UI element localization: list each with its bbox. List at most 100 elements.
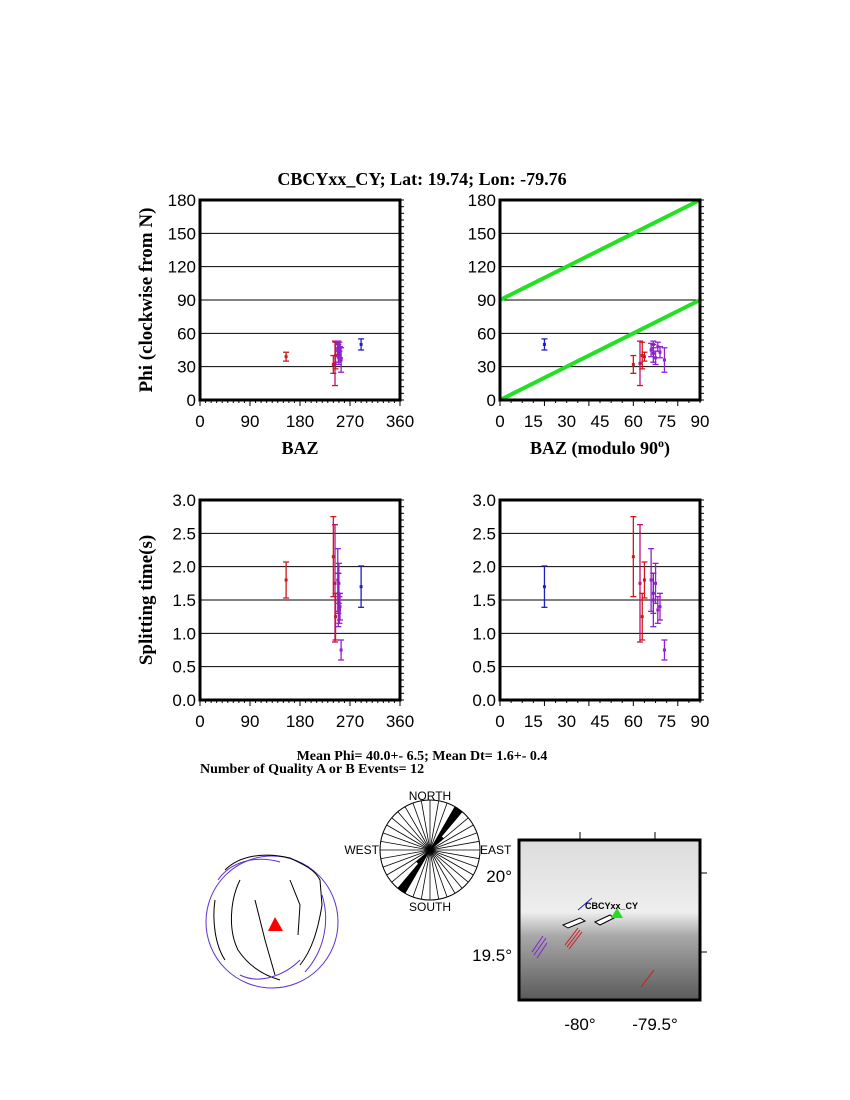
rose-spoke (429, 849, 474, 876)
rose-spoke (429, 849, 456, 894)
y-axis-label: Phi (clockwise from N) (136, 208, 157, 393)
x-tick-label: 360 (386, 712, 414, 731)
rose-spoke (429, 849, 478, 868)
y-tick-label: 0.5 (472, 658, 496, 677)
panel-dt-baz-mod90: 0.0 0.5 1.0 1.5 2.0 2.5 3.0 0 15 30 45 60 75 90 (472, 491, 709, 731)
y-tick-label: 1.0 (172, 624, 196, 643)
x-tick-label: 180 (286, 412, 314, 431)
point-marker (638, 361, 642, 365)
point-marker (656, 608, 660, 612)
y-tick-label: 180 (168, 191, 196, 210)
rose-petal (430, 806, 463, 850)
rose-spoke (386, 849, 431, 876)
rose-spoke (429, 849, 480, 860)
data-point (358, 565, 365, 608)
x-tick-label: 360 (386, 412, 414, 431)
rose-label-south: SOUTH (409, 900, 451, 914)
rose-spoke (404, 806, 431, 851)
regional-map: 20° 19.5° -80° -79.5° CBCYxx_CY (472, 832, 707, 1034)
data-point (283, 351, 290, 362)
data-point (337, 346, 343, 359)
rose-spoke (380, 849, 431, 860)
rose-spoke (412, 802, 431, 851)
y-tick-label: 0.0 (172, 691, 196, 710)
point-marker (649, 348, 653, 352)
rose-petal (430, 836, 444, 850)
x-tick-label: 0 (495, 712, 504, 731)
x-tick-label: 60 (624, 712, 643, 731)
y-tick-label: 2.0 (172, 558, 196, 577)
x-tick-label: 0 (195, 712, 204, 731)
y-tick-label: 1.5 (172, 591, 196, 610)
y-tick-label: 90 (177, 291, 196, 310)
point-marker (631, 555, 635, 559)
rose-spoke (429, 849, 448, 898)
data-point (637, 524, 643, 643)
stats-count: Number of Quality A or B Events= 12 (200, 762, 424, 777)
rose-spoke (429, 849, 463, 889)
plot-frame (198, 498, 402, 702)
split-bar (577, 897, 593, 911)
panel-phi-baz: 0 30 60 90 120 150 180 0 90 180 270 360 BAZ Phi (cloc… (136, 191, 414, 458)
rose-spoke (420, 800, 431, 851)
point-marker (631, 362, 635, 366)
point-marker (640, 615, 644, 619)
rose-spoke (386, 824, 431, 851)
data-point (283, 561, 290, 599)
y-tick-label: 180 (468, 191, 496, 210)
x-tick-label: 30 (557, 412, 576, 431)
point-marker (662, 648, 666, 652)
y-tick-label: 30 (177, 358, 196, 377)
x-tick-label: 75 (657, 712, 676, 731)
chart-title: CBCYxx_CY; Lat: 19.74; Lon: -79.76 (277, 169, 566, 189)
lon-tick-80: -80° (564, 1015, 595, 1034)
station-marker (611, 908, 623, 918)
y-tick-label: 120 (168, 258, 196, 277)
point-marker (331, 362, 335, 366)
data-point (337, 592, 343, 621)
point-marker (333, 581, 337, 585)
data-point (648, 548, 655, 612)
point-marker (331, 555, 335, 559)
point-marker (542, 585, 546, 589)
y-tick-label: 60 (177, 324, 196, 343)
globe-station-marker (268, 917, 283, 931)
plot-frame (498, 498, 702, 702)
y-tick-label: 3.0 (472, 491, 496, 510)
x-tick-label: 180 (286, 712, 314, 731)
rose-spoke (397, 811, 431, 851)
x-axis-label: BAZ (modulo 90o) (530, 436, 670, 459)
data-point (338, 347, 345, 373)
plot-frame (198, 198, 402, 402)
x-tick-label: 15 (524, 712, 543, 731)
coastlines (213, 854, 323, 981)
point-marker (649, 578, 653, 582)
lat-tick-19-5: 19.5° (472, 946, 512, 965)
y-tick-label: 150 (468, 224, 496, 243)
y-tick-label: 0.5 (172, 658, 196, 677)
panel-phi-baz-mod90: 0 30 60 90 120 150 180 0 15 30 45 60 75 90 BAZ (modulo… (468, 191, 710, 459)
data-point (541, 565, 548, 608)
point-marker (334, 354, 338, 358)
rose-petal (397, 850, 430, 894)
y-tick-label: 0.0 (472, 691, 496, 710)
rose-spoke (429, 832, 478, 851)
point-marker (658, 350, 662, 354)
y-tick-label: 2.0 (472, 558, 496, 577)
y-tick-label: 1.5 (472, 591, 496, 610)
y-tick-label: 1.0 (472, 624, 496, 643)
rose-spoke (420, 849, 431, 900)
data-point (661, 639, 668, 661)
x-tick-label: 270 (336, 712, 364, 731)
point-marker (338, 350, 342, 354)
point-marker (654, 581, 658, 585)
y-tick-label: 90 (477, 291, 496, 310)
rose-spoke (382, 849, 431, 868)
rose-spoke (429, 817, 469, 851)
split-bars-red (564, 927, 655, 988)
y-axis-label: Splitting time(s) (136, 535, 157, 665)
point-marker (651, 591, 655, 595)
rose-spoke (429, 849, 440, 900)
point-marker (642, 578, 646, 582)
